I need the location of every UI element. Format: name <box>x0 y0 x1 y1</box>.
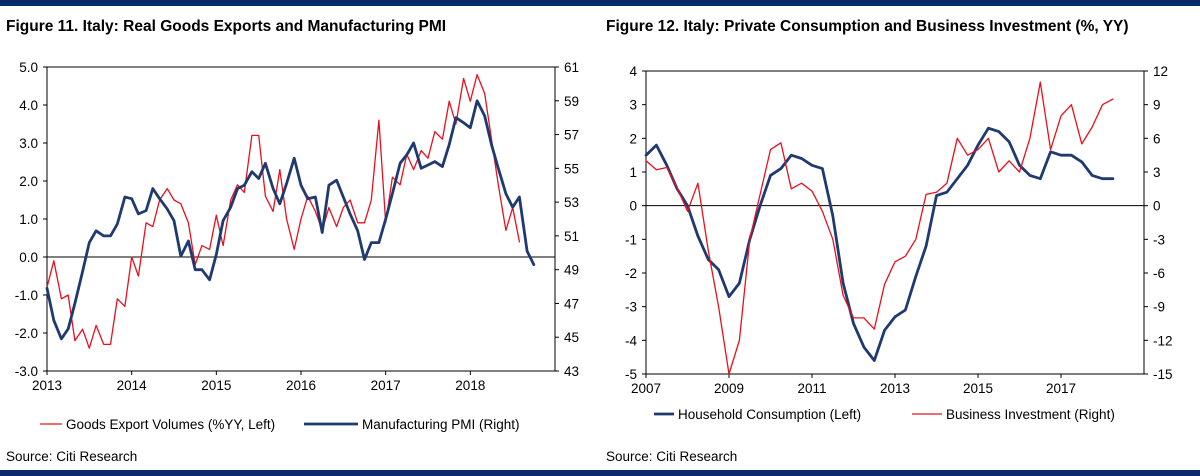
left-tick-label: 3.0 <box>19 136 38 151</box>
left-tick-label: -2.0 <box>15 326 38 341</box>
right-tick-label: -15 <box>1153 367 1173 382</box>
left-tick-label: -1 <box>625 232 637 247</box>
legend-label-2: Manufacturing PMI (Right) <box>362 417 520 432</box>
series-line-2 <box>45 99 536 341</box>
x-tick-label: 2015 <box>963 381 993 396</box>
legend-label-1: Goods Export Volumes (%YY, Left) <box>66 417 275 432</box>
x-tick-label: 2009 <box>714 381 744 396</box>
right-tick-label: -9 <box>1153 300 1165 315</box>
left-tick-label: 2 <box>629 131 637 146</box>
figure-11-source: Source: Citi Research <box>6 449 138 464</box>
right-tick-label: -3 <box>1153 232 1165 247</box>
left-tick-label: 0.0 <box>19 250 38 265</box>
right-tick-label: 51 <box>564 229 579 244</box>
right-tick-label: 3 <box>1153 165 1161 180</box>
x-tick-label: 2016 <box>286 378 316 393</box>
x-tick-label: 2007 <box>631 381 661 396</box>
x-tick-label: 2011 <box>797 381 826 396</box>
x-tick-label: 2013 <box>880 381 910 396</box>
left-tick-label: 5.0 <box>19 60 38 75</box>
legend-label-1: Household Consumption (Left) <box>678 407 861 422</box>
x-tick-label: 2015 <box>201 378 231 393</box>
x-tick-label: 2017 <box>1046 381 1076 396</box>
figure-12-title: Figure 12. Italy: Private Consumption an… <box>606 18 1129 35</box>
left-tick-label: -3 <box>625 300 637 315</box>
right-tick-label: 55 <box>564 161 579 176</box>
left-tick-label: 4.0 <box>19 98 38 113</box>
left-tick-label: -5 <box>625 367 637 382</box>
figure-11-title: Figure 11. Italy: Real Goods Exports and… <box>6 18 447 35</box>
x-tick-label: 2017 <box>371 378 401 393</box>
x-tick-label: 2018 <box>455 378 485 393</box>
right-tick-label: -12 <box>1153 333 1173 348</box>
right-tick-label: 53 <box>564 195 579 210</box>
right-tick-label: 12 <box>1153 64 1168 79</box>
right-tick-label: 61 <box>564 60 579 75</box>
bottom-rule <box>0 470 1200 476</box>
right-tick-label: -6 <box>1153 266 1165 281</box>
right-tick-label: 49 <box>564 263 579 278</box>
right-tick-label: 9 <box>1153 98 1161 113</box>
left-tick-label: 3 <box>629 98 637 113</box>
series-line-1 <box>644 126 1115 362</box>
top-rule <box>0 0 1200 6</box>
figure-12-source: Source: Citi Research <box>606 449 738 464</box>
panel-separator <box>595 6 596 470</box>
legend-label-2: Business Investment (Right) <box>946 407 1115 422</box>
left-tick-label: -1.0 <box>15 288 38 303</box>
left-tick-label: -2 <box>625 266 637 281</box>
left-tick-label: 1 <box>629 165 637 180</box>
right-tick-label: 59 <box>564 94 579 109</box>
right-tick-label: 6 <box>1153 131 1161 146</box>
right-tick-label: 0 <box>1153 199 1161 214</box>
left-tick-label: 1.0 <box>19 212 38 227</box>
plot-frame <box>645 70 1145 375</box>
x-tick-label: 2013 <box>32 378 62 393</box>
figure-11-chart: 5.0 4.0 3.0 2.0 1.0 0.0 -1.0 -2.0 -3.0 61 59 57 55 53… <box>15 60 579 432</box>
left-tick-label: 2.0 <box>19 174 38 189</box>
left-tick-label: -4 <box>625 333 637 348</box>
x-tick-label: 2014 <box>117 378 148 393</box>
series-line-2 <box>645 81 1114 375</box>
right-tick-label: 57 <box>564 128 579 143</box>
right-tick-label: 47 <box>564 296 579 311</box>
right-tick-label: 45 <box>564 330 579 345</box>
left-tick-label: -3.0 <box>15 364 38 379</box>
left-tick-label: 0 <box>629 199 637 214</box>
left-tick-label: 4 <box>629 64 637 79</box>
right-tick-label: 43 <box>564 364 579 379</box>
